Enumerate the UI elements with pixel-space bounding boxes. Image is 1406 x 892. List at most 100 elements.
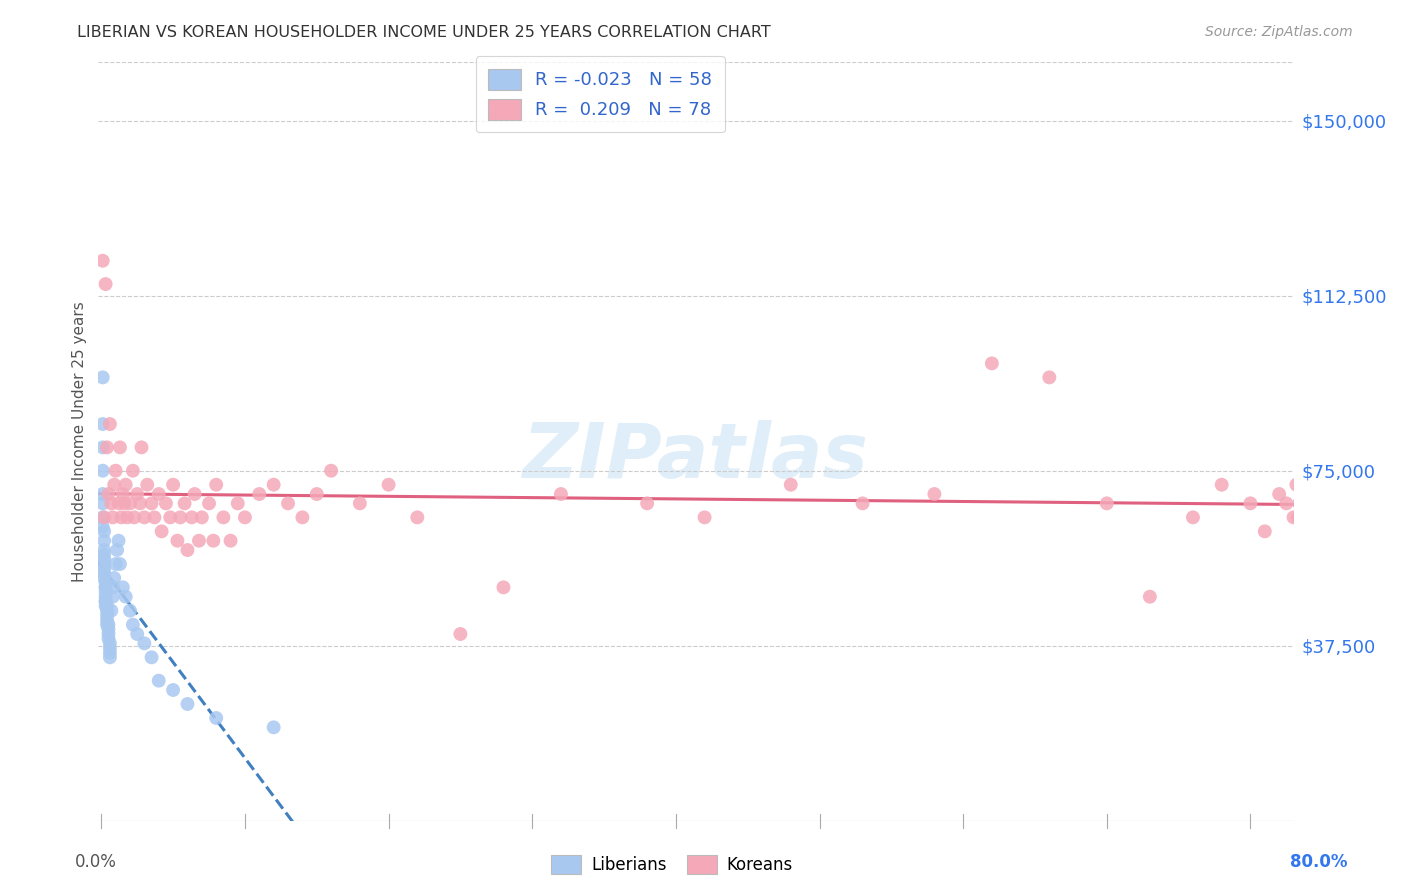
Point [1095,496,1118,510]
Point [263,720,285,734]
Point [131,441,153,455]
Point [93,533,115,548]
Point [406,510,429,524]
Point [94,580,117,594]
Point [96,617,118,632]
Point [111,487,134,501]
Point [155,496,177,510]
Point [449,627,471,641]
Point [180,510,202,524]
Point [148,487,170,501]
Point [127,487,149,501]
Point [1139,590,1161,604]
Point [127,627,149,641]
Point [263,477,285,491]
Point [148,673,170,688]
Point [94,590,117,604]
Point [118,496,141,510]
Point [321,464,343,478]
Point [277,496,299,510]
Point [1286,510,1309,524]
Legend: Liberians, Koreans: Liberians, Koreans [544,848,800,880]
Point [108,441,131,455]
Point [162,683,184,698]
Point [97,617,120,632]
Point [305,487,328,501]
Point [636,496,658,510]
Point [111,580,134,594]
Point [247,487,270,501]
Point [98,646,121,660]
Point [1282,510,1305,524]
Point [377,477,399,491]
Text: 0.0%: 0.0% [75,853,117,871]
Point [202,533,225,548]
Point [108,557,131,571]
Point [924,487,946,501]
Point [97,632,120,646]
Point [176,697,198,711]
Point [159,510,181,524]
Point [118,604,141,618]
Point [98,636,121,650]
Point [94,599,117,613]
Point [233,510,256,524]
Point [107,496,129,510]
Point [1285,477,1308,491]
Point [166,533,188,548]
Point [136,477,159,491]
Point [191,510,214,524]
Point [150,524,173,539]
Point [162,477,184,491]
Point [693,510,716,524]
Point [129,496,152,510]
Point [91,417,114,431]
Point [105,543,128,558]
Point [103,477,125,491]
Point [97,623,120,637]
Point [101,580,124,594]
Point [97,627,120,641]
Point [176,543,198,558]
Point [291,510,314,524]
Point [93,543,115,558]
Point [98,417,121,431]
Point [110,510,132,524]
Point [980,356,1002,370]
Point [852,496,875,510]
Point [212,510,235,524]
Point [94,580,117,594]
Point [100,604,122,618]
Point [91,496,114,510]
Point [1038,370,1060,384]
Point [1268,487,1291,501]
Point [103,571,125,585]
Point [141,496,163,510]
Point [198,496,221,510]
Point [219,533,242,548]
Point [114,477,136,491]
Point [91,441,114,455]
Point [93,571,115,585]
Point [93,552,115,566]
Point [134,510,156,524]
Point [122,617,145,632]
Point [93,562,115,576]
Point [96,604,118,618]
Point [96,599,118,613]
Point [169,510,191,524]
Point [94,594,117,608]
Point [122,464,145,478]
Point [112,496,135,510]
Point [94,594,117,608]
Point [1211,477,1233,491]
Point [97,487,120,501]
Point [98,640,121,655]
Point [104,464,127,478]
Point [349,496,371,510]
Y-axis label: Householder Income Under 25 years: Householder Income Under 25 years [72,301,87,582]
Point [205,711,228,725]
Point [1275,496,1298,510]
Point [93,557,115,571]
Point [124,510,146,524]
